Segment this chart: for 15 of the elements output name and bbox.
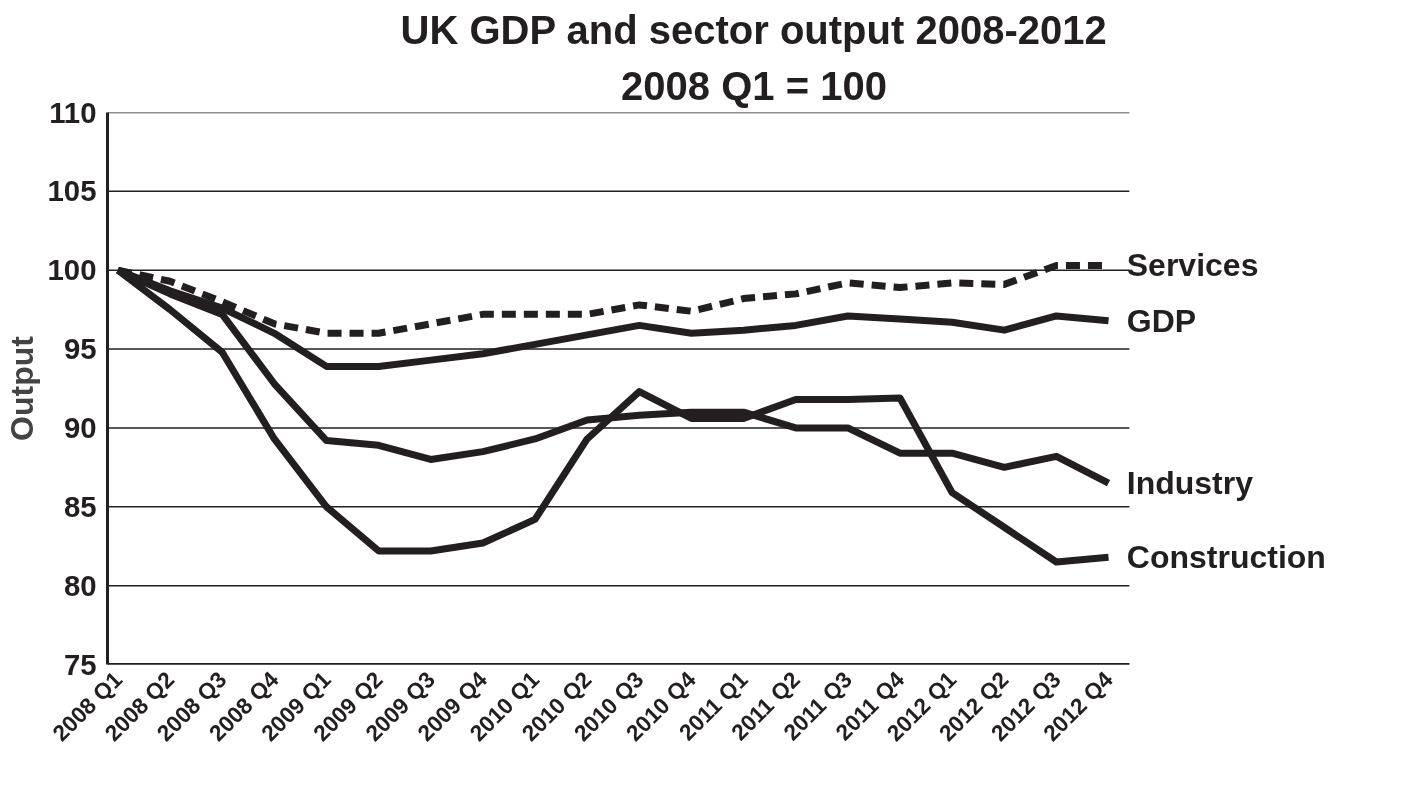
y-tick-label: 85 [63, 489, 97, 523]
y-tick-label: 105 [47, 174, 97, 208]
series-label: Industry [1126, 465, 1254, 502]
y-axis-title: Output [3, 335, 40, 441]
y-tick-label: 110 [49, 95, 97, 129]
series-label: Services [1126, 247, 1259, 284]
series-label: Construction [1126, 539, 1326, 576]
y-tick-label: 75 [63, 647, 97, 681]
y-tick-label: 80 [63, 568, 97, 602]
series-label: GDP [1126, 302, 1197, 339]
y-tick-label: 95 [63, 332, 97, 366]
y-tick-label: 90 [63, 410, 97, 444]
y-tick-label: 100 [47, 253, 97, 287]
chart-title: UK GDP and sector output 2008-2012 [400, 7, 1107, 52]
chart-subtitle: 2008 Q1 = 100 [621, 63, 887, 108]
